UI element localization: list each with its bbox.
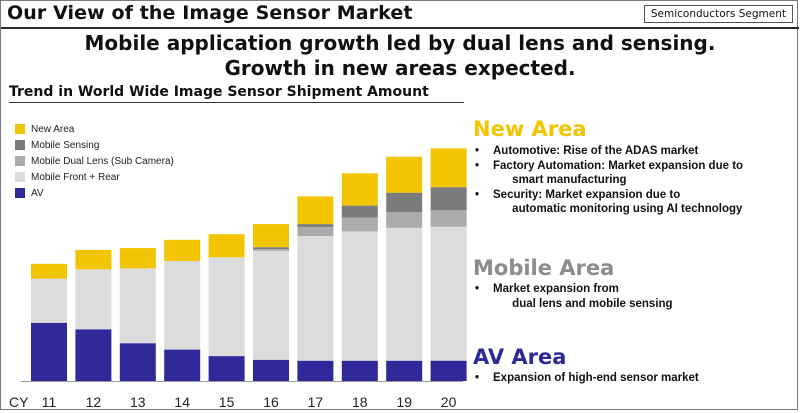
bar-segment-new-area-13 — [119, 248, 156, 269]
bar-segment-new-area-14 — [164, 239, 201, 261]
legend-item-new-area: New Area — [15, 121, 174, 137]
new-area-bullet: • Automotive: Rise of the ADAS market — [475, 145, 699, 157]
new-area-bullets: • Automotive: Rise of the ADAS market • Fa… — [475, 144, 743, 217]
bar-segment-mobile-front-rear-19 — [386, 227, 423, 361]
bar-segment-mobile-dual-lens-sub-camera-16 — [253, 249, 289, 251]
legend-item-mobile-front-rear: Mobile Front + Rear — [15, 169, 174, 185]
bar-segment-av-17 — [297, 360, 334, 381]
chart-title: Trend in World Wide Image Sensor Shipmen… — [9, 84, 429, 100]
bar-segment-av-14 — [164, 349, 201, 381]
x-tick-label-11: 11 — [42, 394, 57, 410]
bar-segment-new-area-19 — [386, 156, 423, 193]
bar-segment-av-18 — [341, 360, 378, 381]
legend-label-mobile-dual-lens: Mobile Dual Lens (Sub Camera) — [31, 155, 174, 167]
bar-segment-av-13 — [119, 343, 156, 381]
bar-segment-mobile-front-rear-15 — [208, 257, 245, 357]
x-tick-label-15: 15 — [219, 394, 235, 410]
x-tick-label-16: 16 — [263, 394, 279, 410]
av-area-bullet-text: Expansion of high-end sensor market — [493, 372, 699, 384]
bar-segment-mobile-dual-lens-sub-camera-19 — [386, 212, 423, 228]
bar-segment-mobile-sensing-19 — [386, 192, 423, 213]
bar-segment-mobile-front-rear-13 — [119, 268, 156, 344]
new-area-bullet: • Security: Market expansion due to autom… — [475, 188, 743, 216]
av-area-bullet: • Expansion of high-end sensor market — [475, 372, 699, 384]
legend-label-mobile-sensing: Mobile Sensing — [31, 139, 100, 151]
bar-segment-new-area-12 — [75, 249, 112, 270]
bar-segment-mobile-front-rear-12 — [75, 269, 112, 330]
segment-label: Semiconductors Segment — [643, 5, 793, 23]
bar-segment-mobile-sensing-18 — [341, 205, 378, 218]
x-tick-label-12: 12 — [86, 394, 102, 410]
mobile-area-bullet-text: Market expansion from dual lens and mobi… — [493, 283, 673, 310]
new-area-bullet-text: Factory Automation: Market expansion due… — [493, 159, 744, 187]
legend-item-av: AV — [15, 185, 174, 201]
slide-title: Our View of the Image Sensor Market — [7, 2, 413, 24]
bar-segment-av-19 — [386, 360, 423, 381]
stacked-bar-chart: 11 12 13 14 15 16 17 18 19 20 CY — [9, 148, 467, 410]
bar-segment-new-area-18 — [341, 173, 378, 206]
av-area-bullets: • Expansion of high-end sensor market — [475, 371, 699, 386]
legend-label-av: AV — [31, 187, 44, 199]
legend-swatch-new-area — [15, 124, 25, 134]
bar-segment-mobile-front-rear-14 — [164, 261, 201, 350]
legend-label-new-area: New Area — [31, 123, 75, 135]
headline-line-1: Mobile application growth led by dual le… — [84, 31, 716, 55]
legend-swatch-mobile-dual-lens — [15, 156, 25, 166]
bar-segment-new-area-15 — [208, 234, 245, 258]
x-axis-prefix: CY — [9, 394, 29, 410]
legend-swatch-mobile-sensing — [15, 140, 25, 150]
bar-segment-av-12 — [75, 329, 112, 381]
x-tick-label-18: 18 — [352, 394, 368, 410]
bar-segment-new-area-17 — [297, 196, 334, 225]
headline-line-2: Growth in new areas expected. — [224, 56, 576, 80]
mobile-area-bullets: • Market expansion from dual lens and mob… — [475, 282, 673, 311]
bar-segment-mobile-dual-lens-sub-camera-17 — [297, 226, 334, 236]
x-tick-label-20: 20 — [441, 394, 457, 410]
legend-swatch-mobile-front-rear — [15, 172, 25, 182]
av-area-title: AV Area — [473, 345, 567, 369]
legend-item-mobile-dual-lens: Mobile Dual Lens (Sub Camera) — [15, 153, 174, 169]
chart-legend: New Area Mobile Sensing Mobile Dual Lens… — [15, 121, 174, 201]
bar-segment-mobile-front-rear-18 — [341, 231, 378, 361]
mobile-area-title: Mobile Area — [473, 256, 615, 280]
bar-segment-mobile-front-rear-16 — [253, 250, 289, 360]
new-area-bullet-text: Automotive: Rise of the ADAS market — [493, 145, 699, 157]
bar-segment-new-area-16 — [253, 224, 289, 248]
x-tick-label-19: 19 — [396, 394, 412, 410]
bar-segment-mobile-front-rear-17 — [297, 236, 334, 361]
bar-segment-new-area-11 — [31, 263, 67, 279]
legend-swatch-av — [15, 188, 25, 198]
new-area-bullet-text: Security: Market expansion due to automa… — [493, 188, 743, 216]
bar-segment-mobile-sensing-16 — [253, 247, 289, 249]
header-divider — [1, 27, 799, 29]
bar-segment-av-16 — [253, 359, 289, 381]
mobile-area-bullet: • Market expansion from dual lens and mob… — [475, 283, 673, 310]
bar-segment-mobile-dual-lens-sub-camera-18 — [341, 217, 378, 232]
headline: Mobile application growth led by dual le… — [1, 31, 799, 81]
bar-segment-mobile-dual-lens-sub-camera-20 — [430, 210, 467, 227]
bar-segment-mobile-front-rear-20 — [430, 226, 467, 361]
bar-segment-mobile-front-rear-11 — [31, 278, 67, 323]
bar-segment-new-area-20 — [430, 148, 467, 188]
bar-segment-mobile-sensing-17 — [297, 224, 334, 227]
bar-segment-mobile-sensing-20 — [430, 187, 467, 211]
legend-label-mobile-front-rear: Mobile Front + Rear — [31, 171, 120, 183]
x-tick-label-13: 13 — [130, 394, 146, 410]
bar-segment-av-15 — [208, 356, 245, 381]
bar-segment-av-20 — [430, 360, 467, 381]
legend-item-mobile-sensing: Mobile Sensing — [15, 137, 174, 153]
x-tick-label-14: 14 — [174, 394, 190, 410]
bar-segment-av-11 — [31, 322, 67, 381]
x-tick-label-17: 17 — [308, 394, 324, 410]
new-area-title: New Area — [473, 117, 587, 141]
chart-title-underline — [9, 102, 464, 103]
new-area-bullet: • Factory Automation: Market expansion du… — [475, 159, 744, 187]
